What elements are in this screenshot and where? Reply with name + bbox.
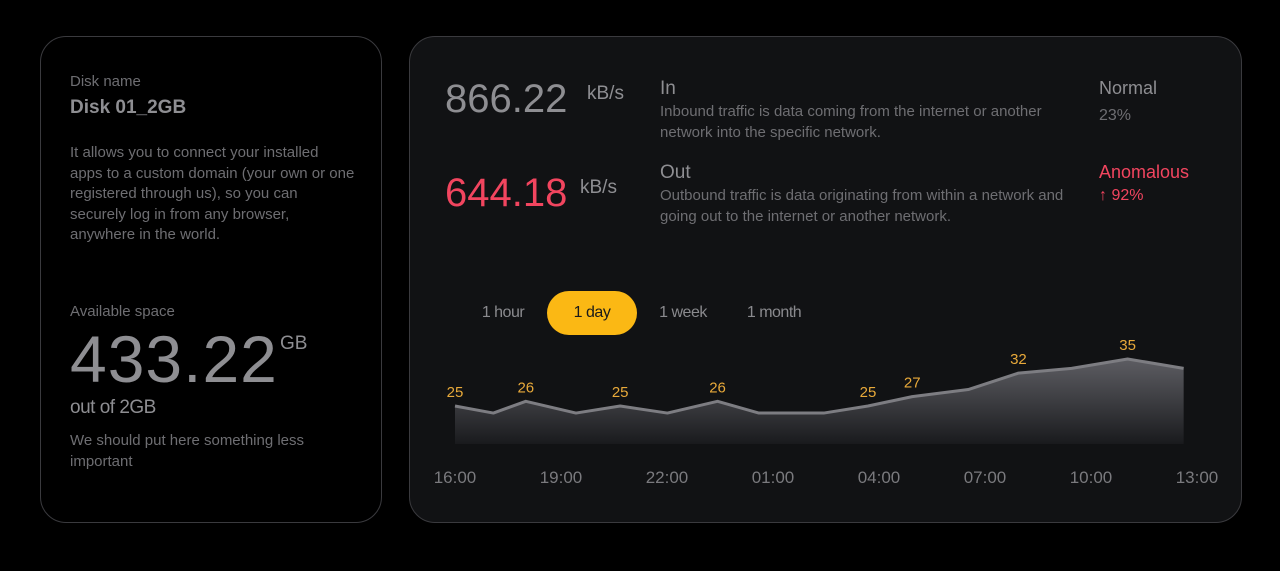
disk-note: We should put here something less import… [70,432,305,470]
available-space-label: Available space [70,303,175,320]
x-tick-label: 22:00 [646,468,689,487]
chart-line [454,357,1184,415]
space-total: out of 2GB [70,397,156,418]
outbound-status: Anomalous [1099,162,1190,182]
inbound-unit: kB/s [587,83,624,104]
x-tick-label: 01:00 [752,468,795,487]
data-label: 25 [860,384,877,401]
available-space-unit: GB [280,333,308,354]
data-label: 27 [904,375,921,392]
disk-name: Disk 01_2GB [70,97,187,118]
inbound-description: Inbound traffic is data coming from the … [660,103,1042,141]
data-label: 25 [612,384,629,401]
inbound-title: In [660,78,676,99]
range-tab-1-month[interactable]: 1 month [746,304,802,321]
disk-name-label: Disk name [70,73,141,90]
x-tick-label: 10:00 [1070,468,1113,487]
available-space-value: 433.22 [70,322,278,396]
traffic-chart: 25 26 25 26 25 27 32 35 16:00 19:00 22:00 01:00 04:0… [434,337,1219,487]
data-label: 26 [709,379,726,396]
inbound-status: Normal [1099,78,1158,98]
disk-card: Disk name Disk 01_2GB It allows you to c… [40,36,382,523]
inbound-percent: 23% [1099,107,1132,124]
x-tick-label: 04:00 [858,468,901,487]
outbound-title: Out [660,162,691,183]
chart-area [455,359,1184,444]
inbound-value: 866.22 [445,77,568,121]
x-tick-label: 07:00 [964,468,1007,487]
disk-description: It allows you to connect your installed … [70,144,355,243]
x-tick-label: 13:00 [1176,468,1219,487]
x-tick-label: 19:00 [540,468,583,487]
range-tab-1-week[interactable]: 1 week [659,304,707,321]
outbound-percent: ↑ 92% [1099,187,1144,204]
data-label: 35 [1119,337,1136,354]
data-label: 26 [517,379,534,396]
x-tick-label: 16:00 [434,468,477,487]
range-tab-1-hour[interactable]: 1 hour [481,304,525,321]
data-label: 32 [1010,351,1027,368]
data-label: 25 [447,384,464,401]
outbound-description: Outbound traffic is data originating fro… [660,187,1064,225]
traffic-card: 866.22 kB/s In Inbound traffic is data c… [409,36,1242,523]
outbound-value: 644.18 [445,171,568,215]
range-tab-1-day[interactable]: 1 day [547,291,637,335]
outbound-unit: kB/s [580,177,617,198]
